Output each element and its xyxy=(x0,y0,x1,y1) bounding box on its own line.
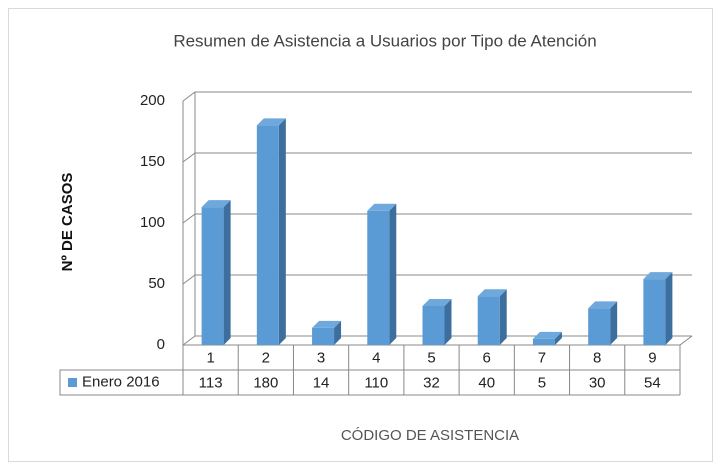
legend-swatch xyxy=(68,378,77,387)
table-value: 180 xyxy=(253,374,278,391)
bar-side xyxy=(444,298,452,345)
table-value: 14 xyxy=(313,374,330,391)
x-tick-label: 2 xyxy=(262,349,270,366)
bar-top xyxy=(367,203,397,211)
bar-side xyxy=(610,301,618,345)
bar-front xyxy=(312,327,335,345)
bar xyxy=(532,331,562,345)
bar-top xyxy=(588,301,618,309)
bar-front xyxy=(201,207,224,345)
bar-front xyxy=(367,210,390,345)
bar xyxy=(422,298,452,345)
y-tick-label: 0 xyxy=(157,336,165,353)
bar xyxy=(477,289,507,345)
bar-top xyxy=(643,272,673,280)
bar-side xyxy=(278,118,286,346)
grid-line xyxy=(182,91,692,102)
table-value: 30 xyxy=(589,374,606,391)
x-tick-label: 9 xyxy=(648,349,656,366)
bar-side xyxy=(665,272,673,345)
table-value: 113 xyxy=(199,374,223,391)
bar xyxy=(588,301,618,345)
x-axis-label: CÓDIGO DE ASISTENCIA xyxy=(341,427,519,444)
bar-front xyxy=(643,279,666,345)
table-value: 32 xyxy=(423,374,440,391)
bar-top xyxy=(532,331,562,339)
grid-line xyxy=(182,274,692,285)
x-tick-label: 7 xyxy=(538,349,546,366)
bar-side xyxy=(554,331,562,345)
bar xyxy=(643,272,673,345)
bar-side xyxy=(389,203,397,345)
bar xyxy=(256,118,286,346)
bar xyxy=(312,320,342,345)
grid-line xyxy=(182,335,692,346)
x-tick-label: 1 xyxy=(206,349,214,366)
table-value: 110 xyxy=(364,374,388,391)
bar-top xyxy=(256,118,286,126)
y-tick-label: 200 xyxy=(140,92,165,109)
bar-front xyxy=(256,125,279,346)
x-tick-label: 3 xyxy=(317,349,325,366)
table-value: 40 xyxy=(478,374,495,391)
bar xyxy=(201,200,231,345)
chart-frame xyxy=(8,8,713,462)
bar-front xyxy=(477,296,500,345)
y-tick-label: 50 xyxy=(148,275,165,292)
x-tick-label: 8 xyxy=(593,349,601,366)
x-tick-label: 4 xyxy=(372,349,380,366)
bar-side xyxy=(499,289,507,345)
bar-front xyxy=(588,308,611,345)
bar xyxy=(367,203,397,345)
bar-side xyxy=(223,200,231,345)
bar-front xyxy=(422,305,445,345)
y-tick-label: 100 xyxy=(140,214,165,231)
y-tick-label: 150 xyxy=(140,153,165,170)
table-value: 5 xyxy=(538,374,546,391)
chart-title: Resumen de Asistencia a Usuarios por Tip… xyxy=(173,31,596,50)
bar-front xyxy=(532,338,555,345)
floor-edge xyxy=(679,335,693,346)
x-tick-label: 6 xyxy=(483,349,491,366)
table-value: 54 xyxy=(644,374,661,391)
x-tick-label: 5 xyxy=(427,349,435,366)
bar-side xyxy=(334,320,342,345)
legend-label: Enero 2016 xyxy=(82,373,160,390)
grid-line xyxy=(182,152,692,163)
y-axis-label: Nº DE CASOS xyxy=(59,173,76,272)
bar-top xyxy=(312,320,342,328)
bar-top xyxy=(422,298,452,306)
grid-line xyxy=(182,213,692,224)
bar-top xyxy=(477,289,507,297)
bar-top xyxy=(201,200,231,208)
